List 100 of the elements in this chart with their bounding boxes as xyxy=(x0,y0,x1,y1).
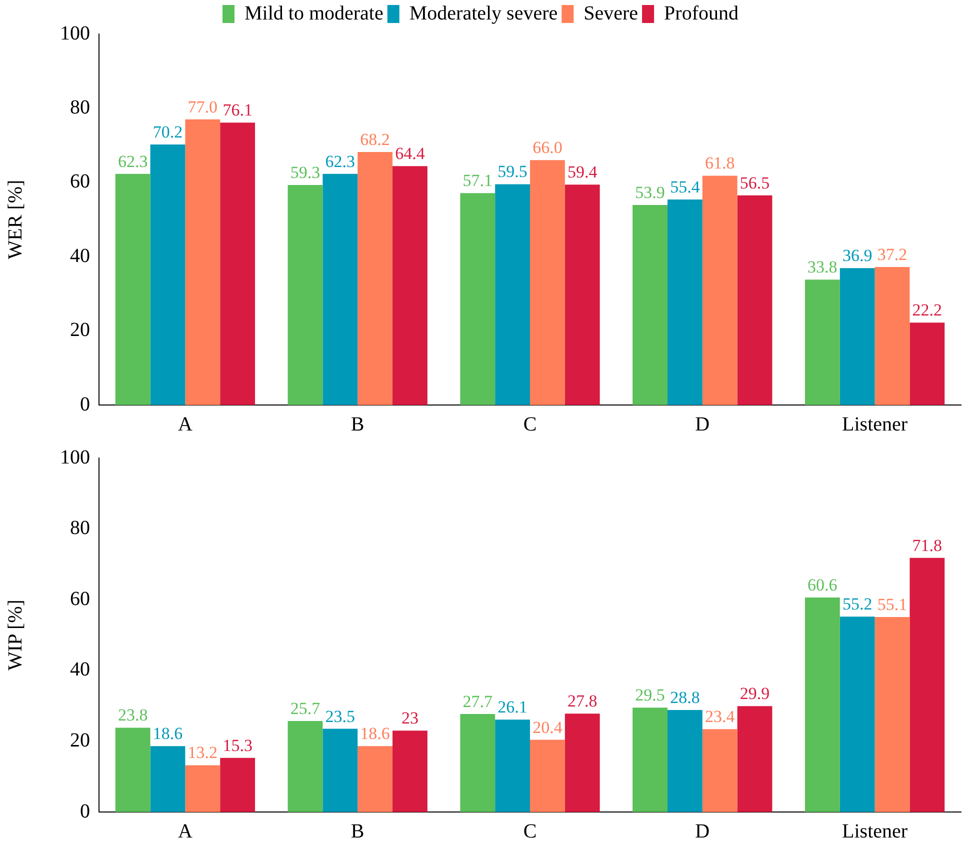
data-label: 37.2 xyxy=(877,244,908,264)
data-label: 59.5 xyxy=(498,162,528,182)
x-tick-label: A xyxy=(178,413,193,436)
bar xyxy=(495,184,530,405)
bar xyxy=(392,166,428,405)
data-label: 26.1 xyxy=(498,698,528,717)
data-label: 29.9 xyxy=(740,684,770,704)
bar xyxy=(840,268,875,405)
data-label: 23 xyxy=(401,708,418,728)
y-tick-label: 60 xyxy=(70,588,90,610)
bar xyxy=(702,176,738,405)
y-tick-label: 0 xyxy=(80,393,90,416)
bar xyxy=(115,174,150,405)
x-tick-label: Listener xyxy=(842,413,908,436)
data-label: 59.3 xyxy=(290,162,320,182)
bar xyxy=(220,122,256,405)
y-tick-label: 20 xyxy=(70,729,90,752)
bar xyxy=(288,184,323,405)
y-tick-label: 20 xyxy=(70,319,90,342)
bar xyxy=(737,195,772,405)
y-tick-label: 80 xyxy=(70,96,90,118)
bar xyxy=(667,710,702,812)
bar xyxy=(702,729,738,812)
data-label: 71.8 xyxy=(912,536,942,555)
data-label: 56.5 xyxy=(740,173,770,192)
data-label: 70.2 xyxy=(152,122,183,142)
bar xyxy=(910,322,945,405)
bar xyxy=(322,728,358,812)
bar xyxy=(632,708,668,812)
bar xyxy=(910,558,945,812)
data-label: 77.0 xyxy=(188,97,218,116)
x-tick-label: D xyxy=(695,413,710,436)
data-label: 59.4 xyxy=(567,162,598,182)
data-label: 36.9 xyxy=(842,246,872,266)
data-label: 18.6 xyxy=(360,724,390,744)
data-label: 27.7 xyxy=(462,692,494,711)
y-tick-label: 40 xyxy=(70,244,90,267)
x-tick-label: C xyxy=(523,820,537,842)
y-tick-label: 100 xyxy=(60,22,90,44)
bar xyxy=(460,193,496,405)
data-label: 55.2 xyxy=(842,594,872,614)
bar xyxy=(220,758,256,812)
bar xyxy=(874,616,910,812)
bar xyxy=(322,174,358,405)
bar xyxy=(460,714,496,812)
data-label: 68.2 xyxy=(360,130,390,149)
bar xyxy=(737,706,772,812)
data-label: 66.0 xyxy=(532,138,562,158)
y-tick-label: 100 xyxy=(60,446,90,468)
bar xyxy=(115,728,150,812)
bar xyxy=(358,746,393,812)
x-tick-label: B xyxy=(350,413,364,436)
x-tick-label: D xyxy=(695,820,710,842)
data-label: 22.2 xyxy=(912,300,942,320)
data-label: 76.1 xyxy=(222,100,252,120)
data-label: 55.4 xyxy=(670,177,700,196)
bar xyxy=(150,144,186,405)
bar xyxy=(495,720,530,812)
data-label: 53.9 xyxy=(635,183,665,202)
bar xyxy=(840,616,875,812)
bar xyxy=(804,280,840,405)
data-label: 64.4 xyxy=(395,144,426,164)
data-label: 29.5 xyxy=(635,686,665,705)
legend-label: Mild to moderate xyxy=(244,2,384,24)
data-label: 28.8 xyxy=(670,688,700,708)
data-label: 18.6 xyxy=(152,724,183,744)
bar xyxy=(804,597,840,812)
x-tick-label: C xyxy=(523,413,537,436)
data-label: 25.7 xyxy=(290,698,321,718)
bar xyxy=(530,740,565,812)
y-axis-title: WIP [%] xyxy=(4,600,26,670)
data-label: 13.2 xyxy=(188,743,218,762)
bar xyxy=(874,266,910,405)
data-label: 23.4 xyxy=(704,707,736,726)
data-label: 61.8 xyxy=(704,154,735,173)
data-label: 27.8 xyxy=(567,692,598,711)
legend-label: Severe xyxy=(584,2,638,24)
bar xyxy=(564,714,600,812)
bar xyxy=(358,152,393,405)
data-label: 60.6 xyxy=(808,575,838,594)
y-axis-title: WER [%] xyxy=(4,180,26,260)
data-label: 33.8 xyxy=(808,258,838,277)
bar xyxy=(288,721,323,812)
legend-label: Profound xyxy=(664,2,738,24)
bar xyxy=(564,184,600,405)
legend-label: Moderately severe xyxy=(409,2,558,24)
data-label: 20.4 xyxy=(532,718,563,737)
data-label: 23.5 xyxy=(325,706,356,726)
bar xyxy=(632,205,668,405)
bar xyxy=(667,199,702,405)
bar xyxy=(530,160,565,405)
bar xyxy=(150,746,186,812)
data-label: 57.1 xyxy=(462,171,493,190)
data-label: 55.1 xyxy=(877,594,908,614)
y-tick-label: 80 xyxy=(70,517,90,540)
data-label: 62.3 xyxy=(118,152,148,171)
x-tick-label: A xyxy=(178,820,193,842)
data-label: 23.8 xyxy=(118,706,148,725)
x-tick-label: B xyxy=(350,820,364,842)
y-tick-label: 0 xyxy=(80,800,90,822)
